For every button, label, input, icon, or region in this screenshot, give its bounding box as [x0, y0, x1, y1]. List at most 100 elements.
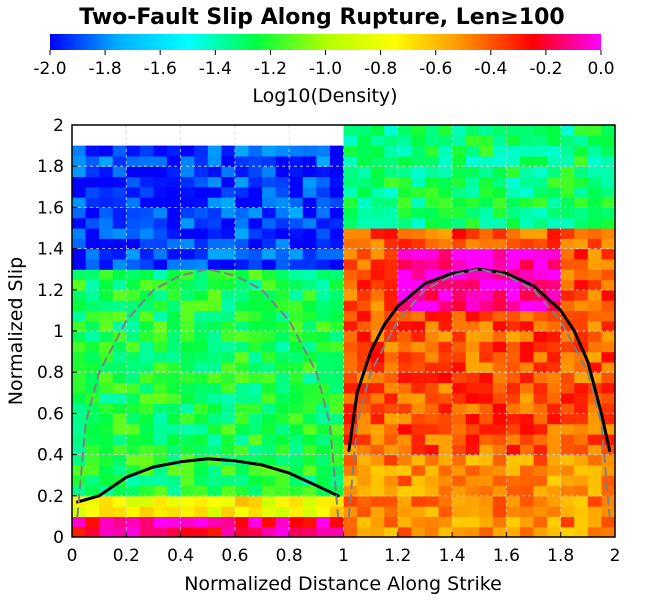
heatmap-cell	[85, 331, 100, 342]
heatmap-cell	[289, 248, 304, 260]
heatmap-cell	[587, 485, 603, 497]
heatmap-cell	[479, 351, 494, 363]
heatmap-cell	[438, 228, 453, 239]
heatmap-cell	[302, 485, 317, 497]
heatmap-cell	[465, 186, 480, 198]
heatmap-cell	[465, 145, 480, 157]
heatmap-cell	[234, 300, 250, 311]
heatmap-cell	[275, 258, 290, 270]
y-tick-label: 1.4	[37, 240, 64, 260]
heatmap-cell	[411, 258, 426, 270]
heatmap-cell	[560, 145, 575, 157]
heatmap-cell	[85, 186, 100, 198]
heatmap-cell	[289, 526, 304, 537]
heatmap-cell	[357, 269, 372, 281]
heatmap-cell	[207, 310, 222, 322]
heatmap-cell	[234, 361, 250, 373]
heatmap-cell	[479, 526, 494, 537]
heatmap-cell	[479, 464, 494, 476]
heatmap-cell	[397, 207, 412, 219]
heatmap-cell	[424, 238, 440, 250]
heatmap-cell	[492, 258, 507, 270]
heatmap-cell	[262, 516, 277, 528]
heatmap-cell	[519, 310, 535, 322]
heatmap-cell	[112, 382, 127, 394]
heatmap-cell	[465, 392, 480, 404]
heatmap-cell	[384, 392, 399, 404]
heatmap-cell	[533, 310, 548, 322]
heatmap-cell	[397, 310, 412, 322]
heatmap-cell	[316, 454, 331, 466]
heatmap-cell	[234, 176, 250, 188]
heatmap-cell	[289, 155, 304, 167]
heatmap-cell	[207, 372, 222, 384]
heatmap-cell	[547, 248, 562, 260]
heatmap-cell	[519, 372, 535, 384]
heatmap-cell	[262, 310, 277, 322]
heatmap-cell	[492, 310, 507, 322]
heatmap-cell	[384, 434, 399, 445]
heatmap-cell	[357, 495, 372, 507]
heatmap-cell	[275, 382, 290, 394]
heatmap-cell	[85, 289, 100, 301]
heatmap-cell	[560, 238, 575, 250]
heatmap-cell	[99, 310, 114, 322]
heatmap-cell	[438, 300, 453, 311]
heatmap-cell	[424, 186, 440, 198]
heatmap-cell	[397, 495, 412, 507]
heatmap-cell	[533, 475, 548, 487]
heatmap-cell	[547, 495, 562, 507]
heatmap-cell	[357, 413, 372, 425]
heatmap-cell	[194, 464, 209, 476]
heatmap-cell	[153, 310, 168, 322]
heatmap-cell	[207, 166, 222, 178]
heatmap-cell	[180, 423, 195, 435]
heatmap-cell	[343, 228, 358, 239]
heatmap-cell	[574, 217, 589, 229]
heatmap-cell	[316, 341, 331, 353]
heatmap-cell	[492, 238, 507, 250]
heatmap-cell	[574, 135, 589, 147]
heatmap-cell	[370, 145, 385, 157]
heatmap-cell	[587, 310, 603, 322]
heatmap-cell	[221, 423, 236, 435]
heatmap-cell	[533, 300, 548, 311]
heatmap-cell	[343, 238, 358, 250]
heatmap-cell	[492, 320, 507, 332]
heatmap-cell	[560, 207, 575, 219]
heatmap-cell	[411, 207, 426, 219]
heatmap-cell	[221, 248, 236, 260]
heatmap-cell	[357, 207, 372, 219]
heatmap-cell	[126, 228, 141, 239]
heatmap-cell	[438, 485, 453, 497]
heatmap-cell	[452, 166, 467, 178]
heatmap-cell	[112, 413, 127, 425]
heatmap-cell	[167, 300, 182, 311]
y-tick-label: 1.8	[37, 157, 64, 177]
heatmap-cell	[547, 238, 562, 250]
heatmap-cell	[167, 464, 182, 476]
heatmap-cell	[275, 454, 290, 466]
heatmap-cell	[519, 341, 535, 353]
heatmap-cell	[587, 145, 603, 157]
heatmap-cell	[438, 217, 453, 229]
heatmap-cell	[384, 125, 399, 136]
heatmap-cell	[479, 269, 494, 281]
heatmap-cell	[370, 351, 385, 363]
heatmap-cell	[167, 403, 182, 414]
heatmap-cell	[139, 444, 155, 456]
heatmap-cell	[289, 197, 304, 208]
heatmap-cell	[424, 413, 440, 425]
heatmap-cell	[492, 485, 507, 497]
heatmap-cell	[574, 495, 589, 507]
heatmap-cell	[275, 166, 290, 178]
heatmap-cell	[479, 454, 494, 466]
heatmap-cell	[234, 506, 250, 517]
heatmap-cell	[221, 372, 236, 384]
heatmap-cell	[560, 310, 575, 322]
heatmap-cell	[547, 444, 562, 456]
heatmap-cell	[316, 495, 331, 507]
heatmap-cell	[479, 217, 494, 229]
heatmap-cell	[85, 166, 100, 178]
heatmap-cell	[424, 320, 440, 332]
